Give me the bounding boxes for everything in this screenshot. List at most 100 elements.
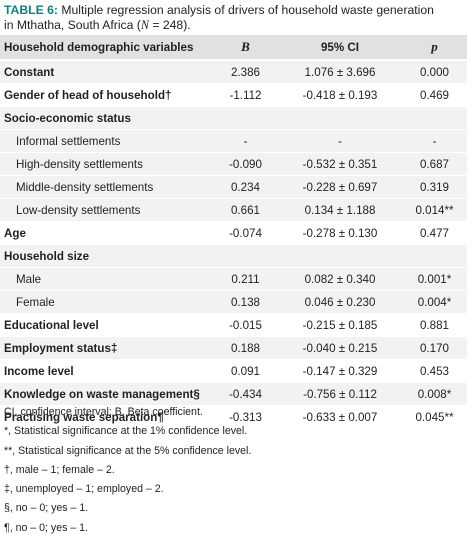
header-ci: 95% CI [278,35,402,61]
row-variable-name: Low-density settlements [0,198,213,222]
table-row: Gender of head of household† -1.112 -0.418… [0,83,467,107]
row-b-value: 0.188 [213,336,278,360]
row-p-value: 0.000 [402,60,467,84]
row-ci-value: -0.418 ± 0.193 [278,83,402,107]
row-p-value: 0.477 [402,221,467,245]
row-p-value: 0.001* [402,267,467,291]
regression-table: Household demographic variables B 95% CI… [0,35,467,429]
row-variable-name: Educational level [0,313,213,337]
row-ci-value [278,106,402,130]
row-b-value: - [213,129,278,153]
table-row: Household size [0,244,467,268]
table-row: Low-density settlements 0.661 0.134 ± 1.18… [0,198,467,222]
row-ci-value: -0.756 ± 0.112 [278,382,402,406]
row-variable-name: Practising waste separation¶ [0,405,213,429]
table-row: Constant 2.386 1.076 ± 3.696 0.000 [0,60,467,84]
table-row: Age -0.074 -0.278 ± 0.130 0.477 [0,221,467,245]
row-b-value [213,106,278,130]
table-footnotes: CI, confidence interval; B, Beta coeffic… [4,403,468,538]
row-ci-value: -0.228 ± 0.697 [278,175,402,199]
table-row: Female 0.138 0.046 ± 0.230 0.004* [0,290,467,314]
row-b-value: -0.090 [213,152,278,176]
row-p-value: 0.014** [402,198,467,222]
row-p-value: 0.004* [402,290,467,314]
header-b: B [213,35,278,61]
row-ci-value: - [278,129,402,153]
table-row: Income level 0.091 -0.147 ± 0.329 0.453 [0,359,467,383]
row-p-value: 0.008* [402,382,467,406]
table-figure: TABLE 6: Multiple regression analysis of… [0,3,468,534]
row-p-value: 0.469 [402,83,467,107]
footnote: ¶, no – 0; yes – 1. [4,521,89,534]
row-b-value: 0.091 [213,359,278,383]
row-p-value: - [402,129,467,153]
row-p-value [402,244,467,268]
row-p-value: 0.045** [402,405,467,429]
row-b-value: -1.112 [213,83,278,107]
header-p: p [402,35,467,61]
row-ci-value: -0.532 ± 0.351 [278,152,402,176]
row-ci-value: 0.046 ± 0.230 [278,290,402,314]
footnote: **, Statistical significance at the 5% c… [4,444,252,457]
row-b-value [213,244,278,268]
row-b-value: 2.386 [213,60,278,84]
row-p-value: 0.453 [402,359,467,383]
row-ci-value: 0.134 ± 1.188 [278,198,402,222]
caption-line2-post: = 248). [148,18,191,32]
row-variable-name: High-density settlements [0,152,213,176]
header-row: Household demographic variables B 95% CI… [0,35,467,61]
row-b-value: -0.313 [213,405,278,429]
row-b-value: -0.434 [213,382,278,406]
row-b-value: -0.074 [213,221,278,245]
row-ci-value: 1.076 ± 3.696 [278,60,402,84]
table-row: High-density settlements -0.090 -0.532 ± 0… [0,152,467,176]
row-p-value: 0.687 [402,152,467,176]
row-ci-value: -0.215 ± 0.185 [278,313,402,337]
row-ci-value: -0.278 ± 0.130 [278,221,402,245]
row-variable-name: Female [0,290,213,314]
table-row: Middle-density settlements 0.234 -0.228 ± … [0,175,467,199]
caption-line2-pre: in Mthatha, South Africa ( [4,18,141,32]
caption-n-symbol: N [140,18,149,32]
footnote: §, no – 0; yes – 1. [4,502,89,515]
row-variable-name: Socio-economic status [0,106,213,130]
row-variable-name: Constant [0,60,213,84]
row-ci-value: -0.633 ± 0.007 [278,405,402,429]
table-row: Informal settlements - - - [0,129,467,153]
table-caption: TABLE 6: Multiple regression analysis of… [4,3,468,33]
row-ci-value: -0.040 ± 0.215 [278,336,402,360]
row-variable-name: Knowledge on waste management§ [0,382,213,406]
table-body: Constant 2.386 1.076 ± 3.696 0.000 Gender of… [0,60,467,429]
row-variable-name: Income level [0,359,213,383]
row-ci-value [278,244,402,268]
row-variable-name: Informal settlements [0,129,213,153]
footnote: CI, confidence interval; B, Beta coeffic… [4,406,203,418]
table-row: Educational level -0.015 -0.215 ± 0.185 0.8… [0,313,467,337]
row-b-value: 0.661 [213,198,278,222]
caption-label: TABLE 6: [4,3,58,17]
row-variable-name: Middle-density settlements [0,175,213,199]
row-variable-name: Household size [0,244,213,268]
table-row: Practising waste separation¶ -0.313 -0.633… [0,405,467,429]
row-ci-value: -0.147 ± 0.329 [278,359,402,383]
row-variable-name: Male [0,267,213,291]
row-p-value: 0.319 [402,175,467,199]
footnote: †, male – 1; female – 2. [4,463,115,476]
row-b-value: 0.211 [213,267,278,291]
table-row: Male 0.211 0.082 ± 0.340 0.001* [0,267,467,291]
table-row: Employment status‡ 0.188 -0.040 ± 0.215 0.1… [0,336,467,360]
table-row: Knowledge on waste management§ -0.434 -0.7… [0,382,467,406]
row-variable-name: Gender of head of household† [0,83,213,107]
row-variable-name: Age [0,221,213,245]
header-variables: Household demographic variables [0,35,213,61]
row-b-value: 0.138 [213,290,278,314]
caption-line1: Multiple regression analysis of drivers … [57,3,434,17]
row-variable-name: Employment status‡ [0,336,213,360]
row-p-value [402,106,467,130]
row-ci-value: 0.082 ± 0.340 [278,267,402,291]
row-b-value: -0.015 [213,313,278,337]
table-row: Socio-economic status [0,106,467,130]
row-b-value: 0.234 [213,175,278,199]
footnote: ‡, unemployed – 1; employed – 2. [4,483,164,496]
row-p-value: 0.170 [402,336,467,360]
